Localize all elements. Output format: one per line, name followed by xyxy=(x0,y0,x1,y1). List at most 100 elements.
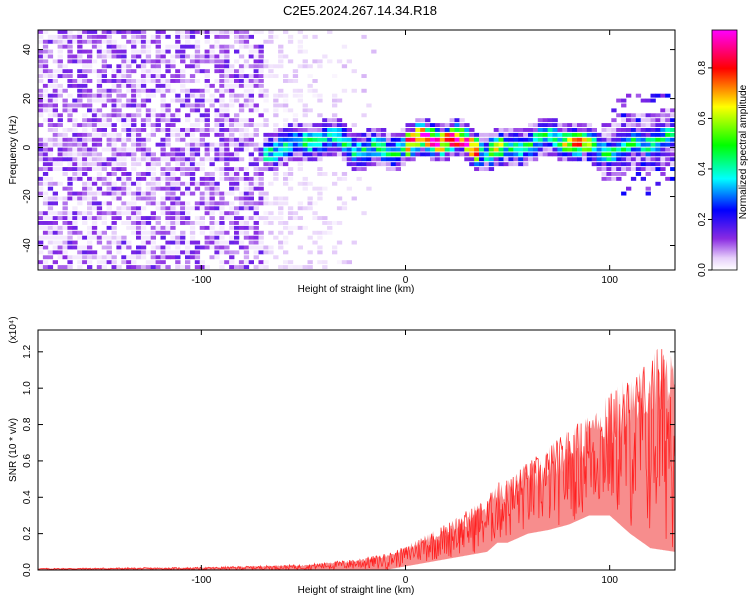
heatmap-cell xyxy=(577,157,582,161)
heatmap-cell xyxy=(420,123,425,127)
heatmap-cell xyxy=(146,108,151,112)
heatmap-cell xyxy=(146,216,151,220)
heatmap-cell xyxy=(102,177,107,181)
heatmap-cell xyxy=(205,246,210,250)
heatmap-cell xyxy=(224,138,229,142)
heatmap-cell xyxy=(660,138,665,142)
heatmap-cell xyxy=(92,162,97,166)
heatmap-cell xyxy=(406,123,411,127)
heatmap-cell xyxy=(342,138,347,142)
heatmap-cell xyxy=(631,148,636,152)
heatmap-cell xyxy=(131,216,136,220)
heatmap-cell xyxy=(48,182,53,186)
heatmap-cell xyxy=(38,143,43,147)
heatmap-cell xyxy=(180,45,185,49)
heatmap-cell xyxy=(538,143,543,147)
heatmap-cell xyxy=(116,246,121,250)
heatmap-cell xyxy=(303,59,308,63)
heatmap-cell xyxy=(190,64,195,68)
heatmap-cell xyxy=(195,206,200,210)
heatmap-cell xyxy=(165,35,170,39)
heatmap-cell xyxy=(214,182,219,186)
heatmap-cell xyxy=(205,118,210,122)
heatmap-cell xyxy=(464,157,469,161)
heatmap-cell xyxy=(141,138,146,142)
heatmap-cell xyxy=(288,206,293,210)
heatmap-cell xyxy=(249,123,254,127)
heatmap-cell xyxy=(224,250,229,254)
heatmap-cell xyxy=(48,99,53,103)
heatmap-cell xyxy=(259,74,264,78)
heatmap-cell xyxy=(214,35,219,39)
heatmap-cell xyxy=(489,138,494,142)
heatmap-cell xyxy=(141,99,146,103)
heatmap-cell xyxy=(126,216,131,220)
heatmap-cell xyxy=(234,123,239,127)
heatmap-cell xyxy=(190,128,195,132)
heatmap-cell xyxy=(626,94,631,98)
heatmap-cell xyxy=(67,265,72,269)
heatmap-cell xyxy=(97,255,102,259)
heatmap-cell xyxy=(641,148,646,152)
heatmap-cell xyxy=(259,84,264,88)
heatmap-cell xyxy=(513,157,518,161)
heatmap-cell xyxy=(631,123,636,127)
heatmap-cell xyxy=(107,172,112,176)
heatmap-cell xyxy=(327,59,332,63)
heatmap-cell xyxy=(455,123,460,127)
heatmap-cell xyxy=(435,152,440,156)
heatmap-cell xyxy=(587,133,592,137)
heatmap-cell xyxy=(131,255,136,259)
heatmap-cell xyxy=(278,128,283,132)
heatmap-cell xyxy=(548,152,553,156)
heatmap-cell xyxy=(557,123,562,127)
heatmap-cell xyxy=(386,133,391,137)
heatmap-cell xyxy=(67,162,72,166)
heatmap-cell xyxy=(72,206,77,210)
heatmap-cell xyxy=(116,94,121,98)
heatmap-cell xyxy=(254,128,259,132)
heatmap-cell xyxy=(562,148,567,152)
heatmap-cell xyxy=(651,138,656,142)
heatmap-cell xyxy=(391,157,396,161)
heatmap-cell xyxy=(249,201,254,205)
heatmap-cell xyxy=(450,138,455,142)
heatmap-cell xyxy=(180,79,185,83)
heatmap-cell xyxy=(229,89,234,93)
heatmap-cell xyxy=(415,152,420,156)
heatmap-cell xyxy=(361,89,366,93)
heatmap-cell xyxy=(263,99,268,103)
heatmap-cell xyxy=(87,265,92,269)
heatmap-cell xyxy=(87,241,92,245)
heatmap-cell xyxy=(459,128,464,132)
heatmap-cell xyxy=(655,143,660,147)
heatmap-cell xyxy=(92,45,97,49)
heatmap-cell xyxy=(660,152,665,156)
heatmap-cell xyxy=(38,157,43,161)
heatmap-cell xyxy=(131,152,136,156)
heatmap-cell xyxy=(229,30,234,34)
heatmap-cell xyxy=(278,265,283,269)
heatmap-cell xyxy=(626,148,631,152)
heatmap-cell xyxy=(273,94,278,98)
heatmap-cell xyxy=(606,143,611,147)
heatmap-cell xyxy=(567,128,572,132)
heatmap-cell xyxy=(430,138,435,142)
heatmap-cell xyxy=(273,201,278,205)
heatmap-cell xyxy=(425,143,430,147)
heatmap-cell xyxy=(332,113,337,117)
heatmap-cell xyxy=(254,104,259,108)
heatmap-cell xyxy=(156,30,161,34)
heatmap-cell xyxy=(357,157,362,161)
heatmap-cell xyxy=(268,157,273,161)
heatmap-cell xyxy=(146,133,151,137)
heatmap-cell xyxy=(82,123,87,127)
heatmap-cell xyxy=(298,128,303,132)
heatmap-cell xyxy=(474,143,479,147)
heatmap-cell xyxy=(121,162,126,166)
heatmap-cell xyxy=(263,40,268,44)
heatmap-cell xyxy=(273,148,278,152)
heatmap-cell xyxy=(577,123,582,127)
heatmap-cell xyxy=(58,50,63,54)
heatmap-cell xyxy=(263,197,268,201)
